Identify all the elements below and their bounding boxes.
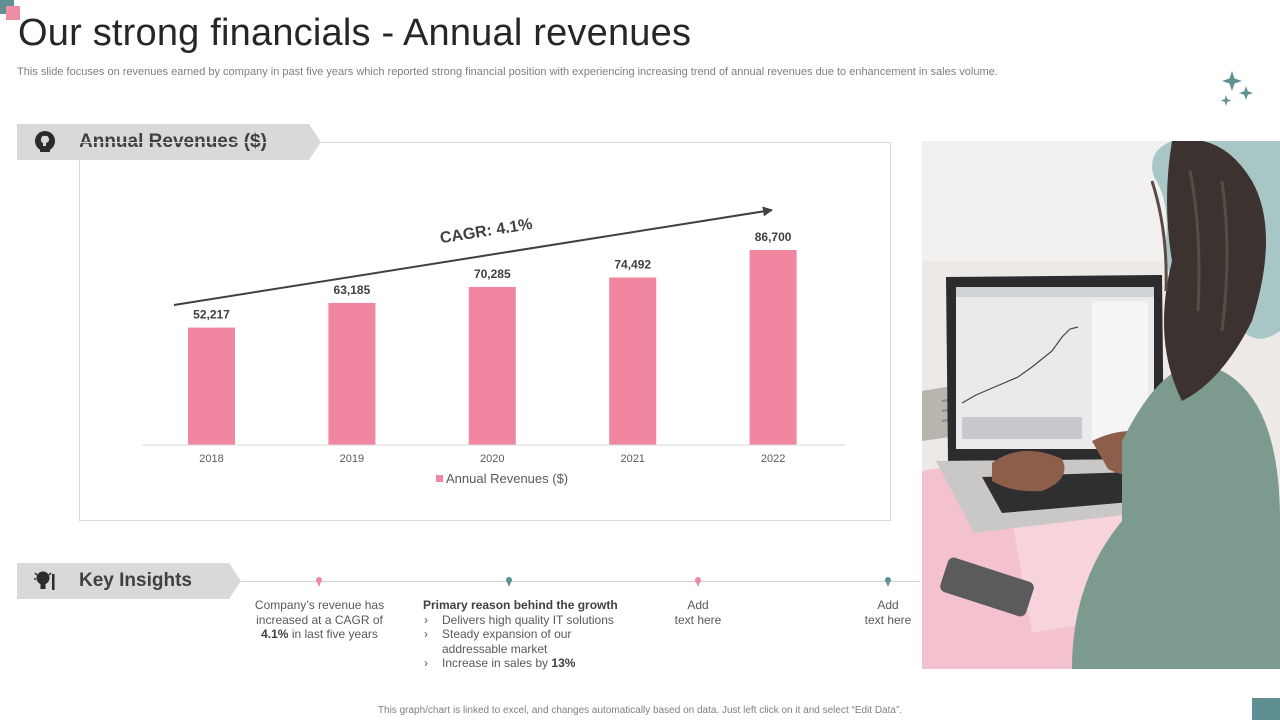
- insight-growth-bullets: Delivers high quality IT solutions Stead…: [423, 613, 628, 671]
- data-label-2018: 52,217: [193, 308, 230, 322]
- x-tick-label-2020: 2020: [480, 453, 504, 465]
- bar-2019: [328, 302, 376, 445]
- timeline-pin-teal: [506, 577, 512, 587]
- key-insights-banner: Key Insights: [17, 563, 241, 599]
- photo-woman-laptop: [922, 141, 1280, 669]
- bar-2018: [188, 327, 235, 445]
- x-tick-label-2018: 2018: [199, 453, 223, 465]
- insight-cagr-tail: in last five years: [291, 627, 378, 641]
- brain-head-icon: [33, 130, 57, 154]
- chart-legend: Annual Revenues ($): [436, 471, 568, 486]
- bar-2021: [609, 277, 657, 445]
- add-text-line: Add: [687, 598, 709, 612]
- data-label-2019: 63,185: [334, 283, 371, 297]
- insight-bullet: Delivers high quality IT solutions: [423, 613, 628, 628]
- insight-growth: Primary reason behind the growth Deliver…: [423, 598, 628, 671]
- data-label-2020: 70,285: [474, 267, 511, 281]
- data-label-2021: 74,492: [614, 258, 651, 272]
- page-title: Our strong financials - Annual revenues: [18, 12, 692, 54]
- corner-accent-bottom: [1252, 698, 1280, 720]
- bar-2022: [749, 250, 797, 445]
- insight-cagr-value: 4.1%: [261, 627, 289, 641]
- sparkle-icon: [1220, 71, 1253, 106]
- add-text-line: Add: [877, 598, 899, 612]
- bar-2020: [468, 286, 516, 445]
- chart-frame: [79, 142, 891, 521]
- timeline-pin-pink: [316, 577, 322, 587]
- annual-revenues-heading: Annual Revenues ($): [79, 131, 267, 152]
- insight-bullet: Steady expansion of our addressable mark…: [423, 627, 628, 656]
- insight-bullet: Increase in sales by 13%: [423, 656, 628, 671]
- cagr-arrow: [173, 206, 773, 306]
- footer-note: This graph/chart is linked to excel, and…: [377, 705, 903, 716]
- x-tick-label-2019: 2019: [340, 453, 364, 465]
- legend-swatch: [436, 475, 443, 482]
- lightbulb-tools-icon: [33, 569, 57, 593]
- add-text-line: text here: [864, 612, 912, 627]
- insight-add-text-2[interactable]: Add text here: [848, 598, 928, 627]
- add-text-line: text here: [674, 612, 722, 627]
- legend-label: Annual Revenues ($): [446, 471, 569, 486]
- data-label-2022: 86,700: [755, 230, 792, 244]
- insight-bullet-value: 13%: [551, 656, 576, 670]
- x-tick-label-2021: 2021: [620, 453, 644, 465]
- timeline-pin-pink: [695, 577, 701, 587]
- page-subtitle: This slide focuses on revenues earned by…: [17, 66, 998, 78]
- insight-add-text-1[interactable]: Add text here: [658, 598, 738, 627]
- key-insights-heading: Key Insights: [79, 570, 192, 591]
- x-tick-label-2022: 2022: [761, 453, 785, 465]
- timeline-pin-teal: [885, 577, 891, 587]
- insight-bullet-text: Increase in sales by: [442, 656, 549, 670]
- insight-cagr-text: Company’s revenue has increased at a CAG…: [254, 598, 385, 627]
- cagr-annotation: CAGR: 4.1%: [439, 216, 534, 247]
- insights-timeline-line: [241, 581, 919, 582]
- corner-accent-pink: [6, 6, 20, 20]
- insight-cagr: Company’s revenue has increased at a CAG…: [247, 598, 392, 642]
- insight-growth-heading: Primary reason behind the growth: [423, 598, 618, 612]
